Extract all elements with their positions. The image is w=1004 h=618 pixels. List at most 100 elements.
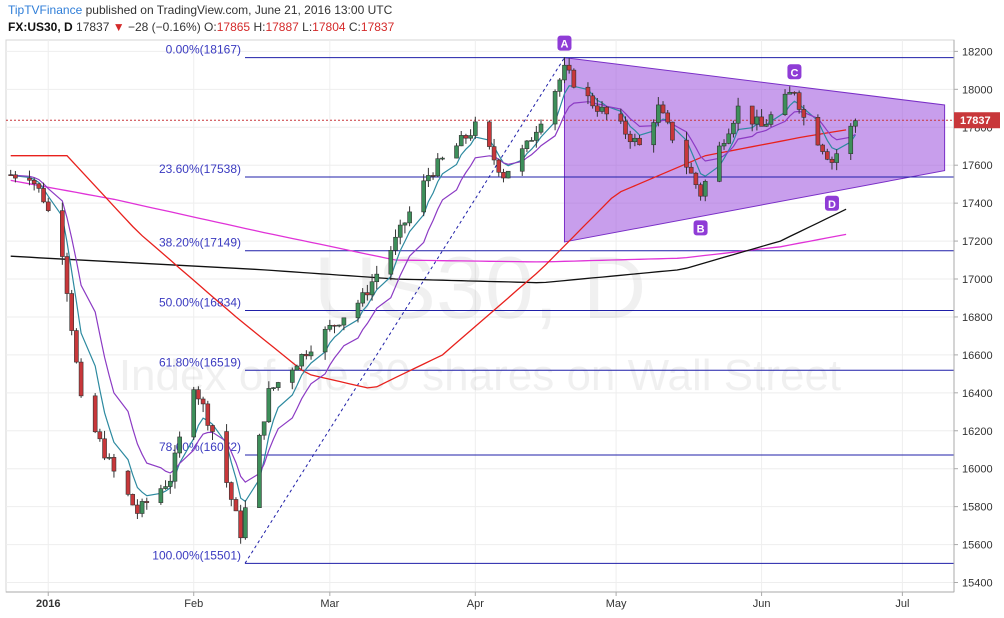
candle-body bbox=[341, 317, 347, 326]
candle-body bbox=[440, 157, 445, 160]
candle-body bbox=[754, 116, 760, 125]
candle-body bbox=[623, 120, 628, 135]
candle-body bbox=[698, 184, 703, 197]
watermark-subtitle: Index of the 30 shares on Wall Street bbox=[119, 351, 841, 400]
chart-header: TipTVFinance published on TradingView.co… bbox=[0, 0, 1004, 40]
candle-body bbox=[848, 125, 854, 154]
candle-body bbox=[604, 106, 610, 115]
candle-body bbox=[294, 365, 300, 371]
candle-body bbox=[200, 398, 206, 405]
candle-body bbox=[78, 361, 84, 397]
candle-body bbox=[45, 201, 51, 211]
candle-body bbox=[289, 369, 295, 383]
candle-body bbox=[534, 131, 539, 141]
candle-body bbox=[135, 504, 140, 514]
candle-body bbox=[97, 431, 103, 440]
author-link[interactable]: TipTVFinance bbox=[8, 3, 83, 17]
candle-body bbox=[571, 69, 577, 88]
candle-body bbox=[402, 222, 408, 226]
candle-body bbox=[257, 434, 262, 508]
ema-fast-line bbox=[10, 85, 856, 503]
sma-magenta-line bbox=[10, 179, 847, 263]
price-tick-label: 17400 bbox=[962, 198, 993, 210]
candle-body bbox=[749, 105, 755, 125]
candle-body bbox=[31, 179, 37, 185]
pattern-label-c bbox=[787, 64, 802, 80]
triangle-fill bbox=[563, 57, 946, 243]
candle-body bbox=[426, 175, 431, 182]
candle-body bbox=[430, 175, 436, 177]
candle-body bbox=[519, 148, 525, 172]
candle-body bbox=[374, 273, 380, 283]
pattern-label-text: D bbox=[828, 199, 836, 211]
low-label: L: bbox=[302, 20, 313, 34]
triangle-pattern bbox=[563, 57, 946, 243]
candle-body bbox=[397, 224, 403, 238]
candle-body bbox=[8, 174, 13, 176]
candle-body bbox=[435, 158, 441, 177]
price-tick-label: 16200 bbox=[962, 426, 993, 438]
moving-averages bbox=[10, 85, 856, 503]
candle-body bbox=[524, 140, 530, 150]
candle-body bbox=[552, 91, 558, 125]
candle-body bbox=[702, 181, 708, 197]
candle-body bbox=[801, 109, 807, 118]
price-tick-label: 16800 bbox=[962, 312, 993, 324]
candle-body bbox=[566, 64, 572, 71]
candle-body bbox=[228, 482, 234, 500]
pattern-label-text: A bbox=[560, 39, 568, 51]
price-tick-label: 16600 bbox=[962, 350, 993, 362]
candle-body bbox=[360, 292, 365, 304]
candle-body bbox=[144, 501, 150, 503]
candle-body bbox=[834, 153, 839, 163]
pattern-label-a bbox=[557, 35, 572, 51]
candle-body bbox=[266, 388, 272, 423]
candle-body bbox=[590, 95, 595, 107]
candle-body bbox=[369, 281, 375, 296]
candle-body bbox=[651, 122, 656, 146]
sma-black-line bbox=[10, 208, 847, 284]
candle-body bbox=[365, 292, 370, 296]
candle-body bbox=[529, 140, 534, 142]
price-tick-label: 18200 bbox=[962, 46, 993, 58]
candle-body bbox=[538, 123, 544, 133]
candle-body bbox=[763, 124, 769, 127]
candle-body bbox=[355, 302, 361, 319]
candle-body bbox=[660, 104, 666, 114]
candle-body bbox=[130, 494, 136, 506]
time-tick-label: 2016 bbox=[36, 598, 60, 610]
candle-body bbox=[688, 166, 694, 174]
candle-body bbox=[327, 324, 333, 330]
candle-body bbox=[102, 438, 107, 459]
candle-body bbox=[768, 114, 774, 125]
candle-body bbox=[731, 122, 736, 135]
pattern-label-b bbox=[693, 220, 708, 236]
candle-body bbox=[158, 488, 164, 503]
price-axis[interactable]: 15400 15600 15800 16000 16200 16400 16600 16800… bbox=[953, 40, 1000, 592]
candle-body bbox=[627, 133, 633, 143]
candle-body bbox=[74, 330, 79, 363]
pattern-label-text: C bbox=[790, 67, 798, 79]
candle-body bbox=[820, 144, 825, 152]
candle-body bbox=[388, 250, 394, 275]
time-tick-label: Jul bbox=[895, 598, 909, 610]
time-tick-label: Apr bbox=[467, 598, 484, 610]
candle-body bbox=[407, 211, 412, 224]
candle-body bbox=[717, 145, 722, 182]
candle-body bbox=[36, 183, 42, 189]
candle-body bbox=[233, 499, 239, 512]
candle-body bbox=[421, 180, 426, 213]
candle-body bbox=[473, 121, 478, 136]
open-value: 17865 bbox=[216, 20, 251, 34]
change-value: −28 (−0.16%) bbox=[127, 20, 201, 34]
candle-body bbox=[637, 137, 642, 146]
candle-body bbox=[853, 120, 858, 127]
down-arrow-icon: ▼ bbox=[112, 20, 125, 34]
time-axis[interactable]: 2016 Feb Mar Apr May Jun Jul bbox=[6, 591, 954, 610]
price-tick-label: 16400 bbox=[962, 388, 993, 400]
time-tick-label: Jun bbox=[753, 598, 771, 610]
last-price: 17837 bbox=[76, 20, 110, 34]
candle-body bbox=[824, 151, 830, 160]
high-value: 17887 bbox=[265, 20, 299, 34]
